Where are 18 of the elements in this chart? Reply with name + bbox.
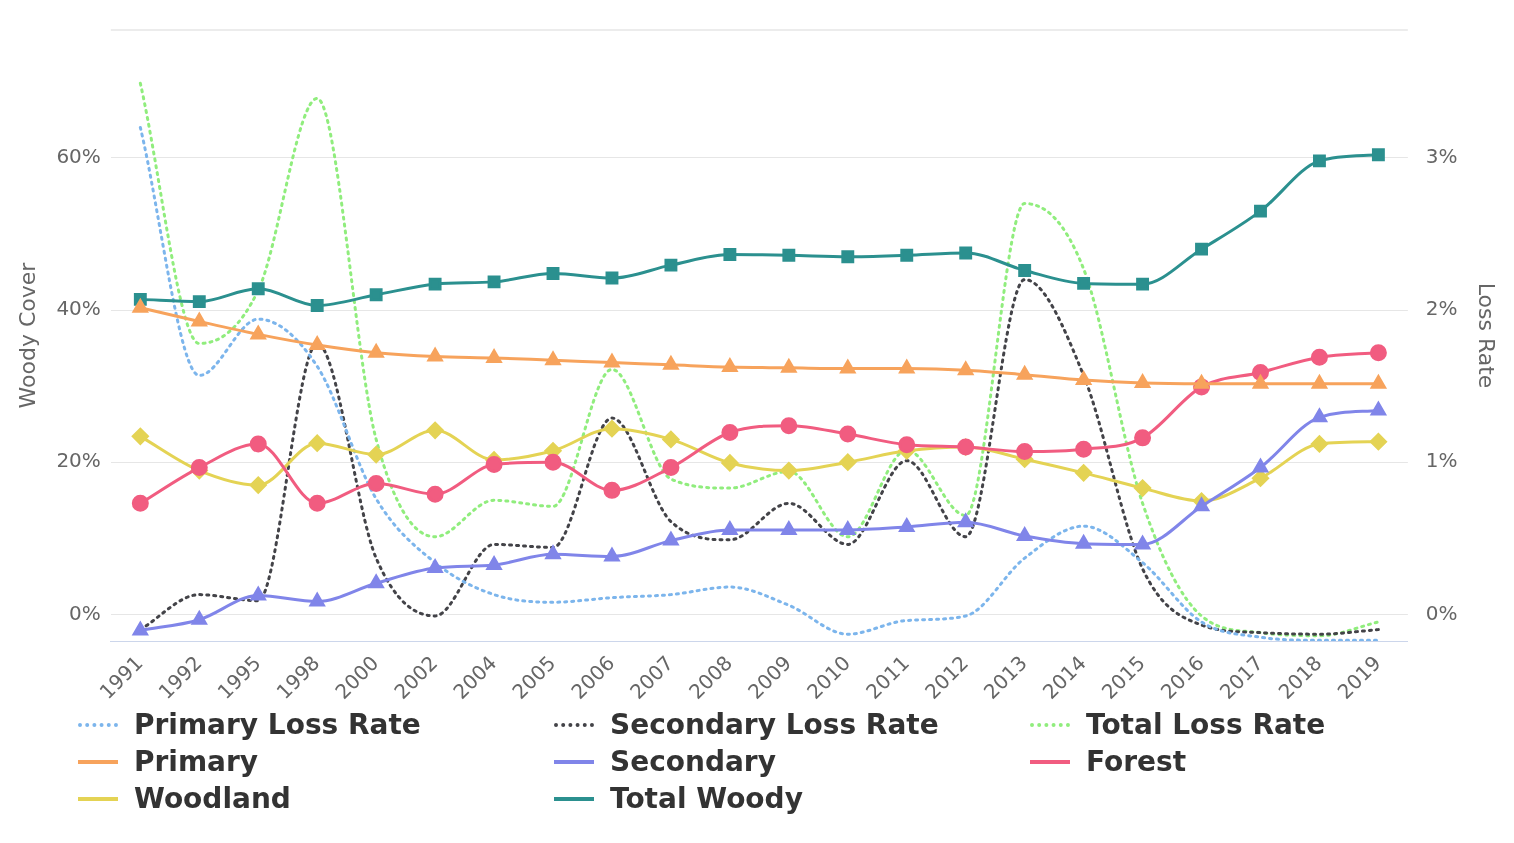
legend-label: Total Loss Rate <box>1086 708 1326 741</box>
y-tick-label: 0% <box>69 600 101 625</box>
y2-tick-label: 0% <box>1425 600 1458 625</box>
legend-label: Primary Loss Rate <box>134 708 421 741</box>
y2-tick-label: 2% <box>1425 296 1458 321</box>
y-tick-label: 40% <box>56 296 101 321</box>
legend-label: Total Woody <box>610 782 803 815</box>
y2-tick-label: 1% <box>1425 448 1458 473</box>
legend-label: Secondary Loss Rate <box>610 708 939 741</box>
y2-tick-label: 3% <box>1425 144 1458 169</box>
legend-label: Woodland <box>134 782 291 815</box>
y2-axis-title: Loss Rate <box>1474 282 1500 389</box>
legend-label: Forest <box>1086 745 1187 778</box>
y-axis-title: Woody Cover <box>14 261 40 409</box>
y-tick-label: 60% <box>56 144 101 169</box>
legend-label: Primary <box>134 745 259 778</box>
y-tick-label: 20% <box>56 448 101 473</box>
legend-label: Secondary <box>610 745 776 778</box>
